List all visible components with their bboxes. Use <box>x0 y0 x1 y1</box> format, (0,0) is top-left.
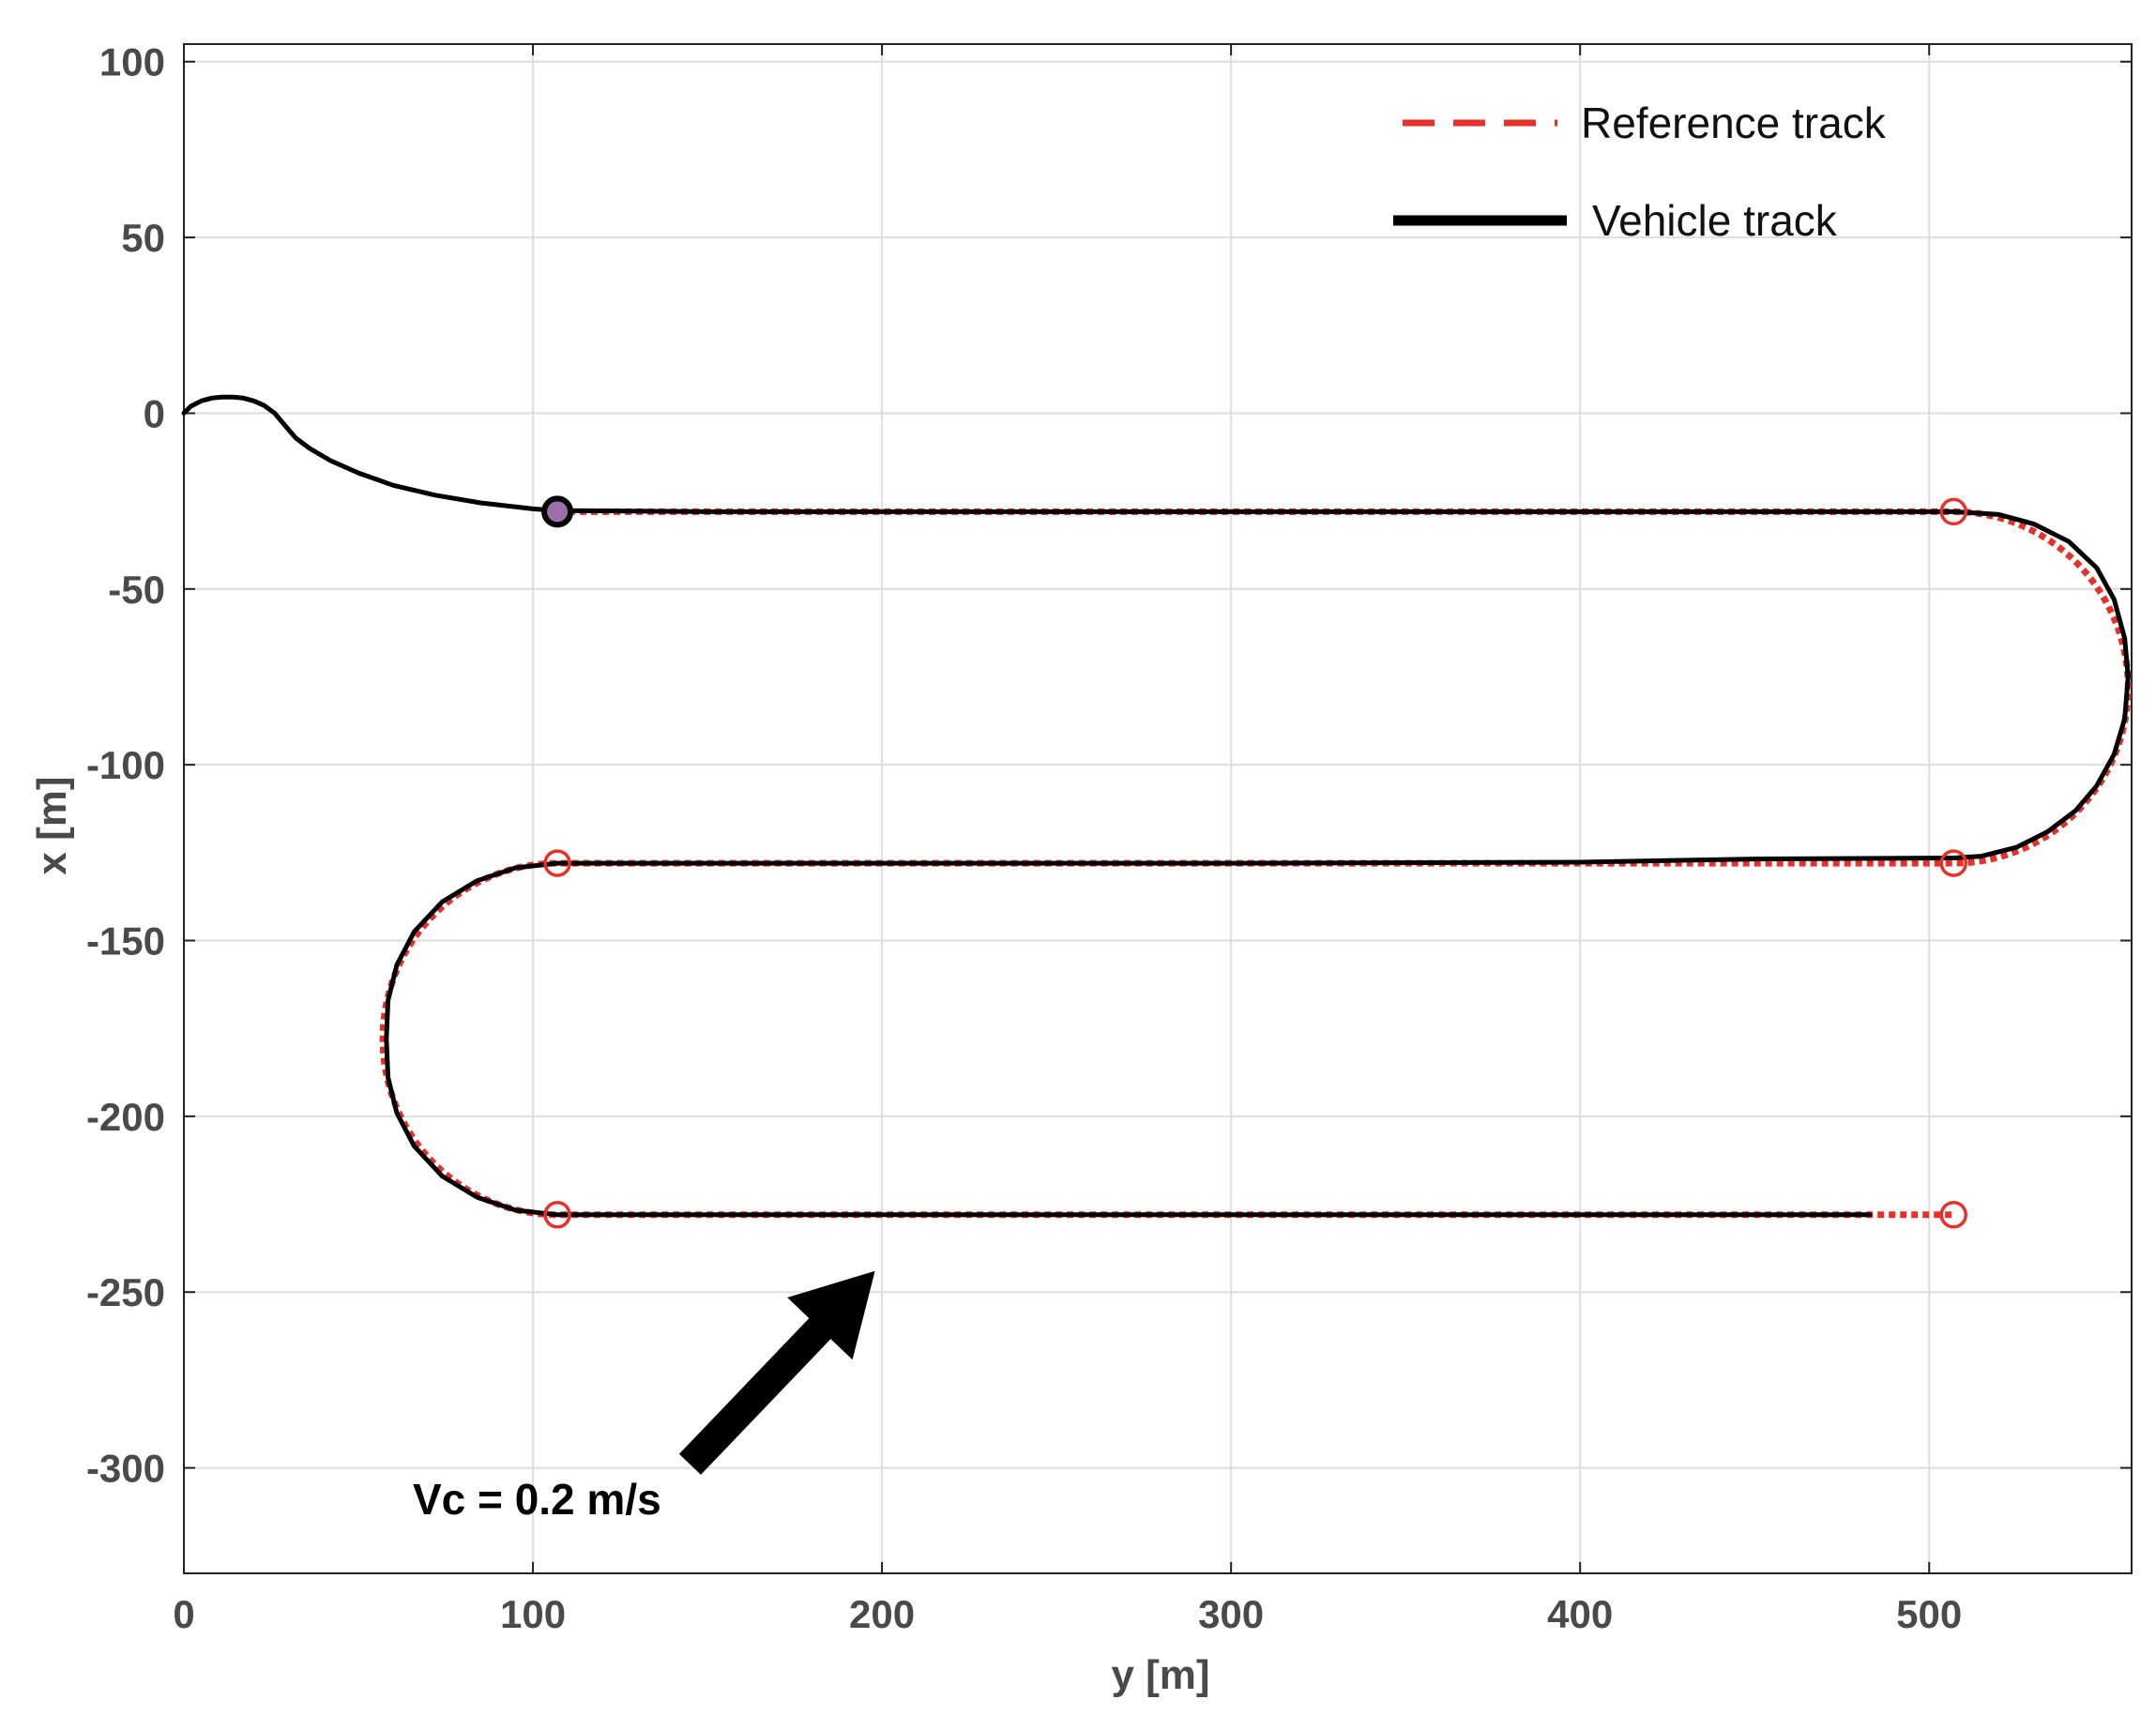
waypoint-marker-6 <box>1939 1201 1968 1229</box>
y-tick-label: -150 <box>86 919 165 964</box>
y-axis-label: x [m] <box>29 776 75 874</box>
waypoint-marker-5 <box>543 1201 571 1229</box>
current-annotation: Vc = 0.2 m/s <box>413 1270 875 1524</box>
x-tick-label: 500 <box>1896 1592 1962 1636</box>
y-tick-label: -100 <box>86 743 165 787</box>
x-axis-label: y [m] <box>1111 1652 1209 1698</box>
plot-area-frame <box>183 43 2133 1574</box>
y-tick-label: 100 <box>99 40 165 84</box>
y-tick-label: 0 <box>144 391 165 435</box>
current-arrow <box>678 1270 875 1475</box>
y-tick-label: 50 <box>121 216 165 260</box>
series-layer <box>181 394 2132 1219</box>
marker-layer <box>541 495 1968 1229</box>
reference-track-line <box>380 508 2132 1219</box>
annotation-text: Vc = 0.2 m/s <box>413 1475 661 1524</box>
waypoint-marker-4 <box>543 849 571 877</box>
start-marker <box>541 495 574 528</box>
grid <box>183 44 2132 1573</box>
x-tick-label: 0 <box>173 1592 194 1636</box>
axis-ticks: 0 100 200 300 400 500100500-50-100-150-200-25… <box>86 40 2132 1636</box>
y-tick-label: -250 <box>86 1270 165 1314</box>
vehicle-track-line <box>181 394 2131 1218</box>
y-tick-label: -300 <box>86 1447 165 1491</box>
legend-vehicle-label: Vehicle track <box>1592 196 1838 245</box>
y-tick-label: -50 <box>108 568 165 612</box>
legend-reference-label: Reference track <box>1581 99 1887 147</box>
x-tick-label: 200 <box>849 1592 915 1636</box>
legend: Reference track Vehicle track <box>1393 99 1887 245</box>
waypoint-marker-3 <box>1939 849 1968 877</box>
x-tick-label: 100 <box>500 1592 566 1636</box>
waypoint-marker-2 <box>1939 497 1968 526</box>
x-tick-label: 400 <box>1547 1592 1613 1636</box>
y-tick-label: -200 <box>86 1095 165 1139</box>
x-tick-label: 300 <box>1198 1592 1264 1636</box>
